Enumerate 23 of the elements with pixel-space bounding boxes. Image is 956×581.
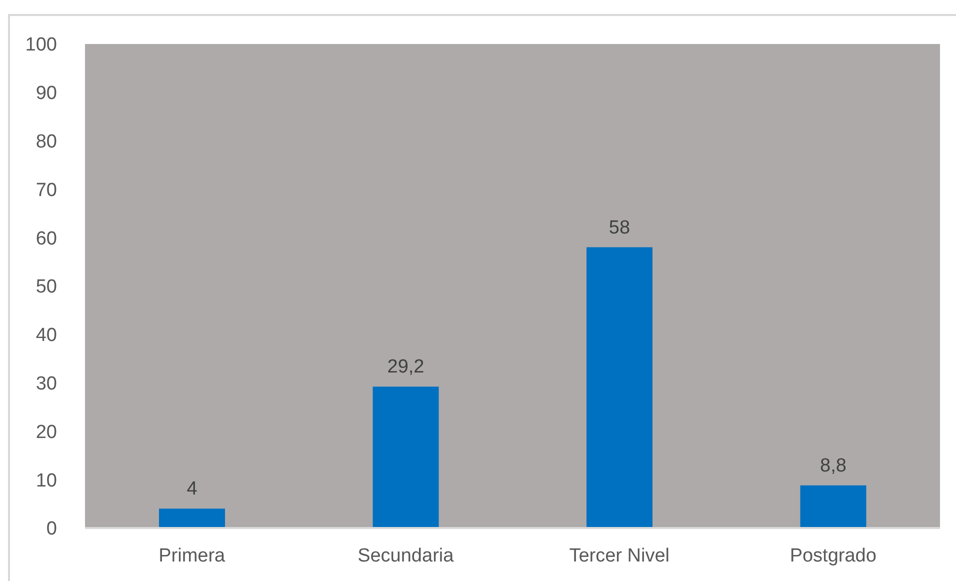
data-label: 29,2 bbox=[387, 356, 424, 378]
bar bbox=[159, 508, 225, 528]
bar bbox=[586, 247, 652, 528]
y-tick-label: 60 bbox=[36, 228, 57, 250]
data-label: 58 bbox=[608, 217, 630, 238]
bar bbox=[372, 386, 439, 528]
y-tick-label: 70 bbox=[36, 180, 57, 201]
data-label: 8,8 bbox=[820, 455, 846, 476]
y-tick-label: 100 bbox=[25, 34, 57, 56]
data-label: 4 bbox=[186, 478, 198, 500]
x-tick-label: Secundaria bbox=[358, 545, 454, 566]
x-tick-label: Postgrado bbox=[790, 545, 876, 566]
y-tick-label: 50 bbox=[36, 276, 57, 298]
y-tick-label: 0 bbox=[46, 518, 57, 540]
y-tick-label: 10 bbox=[36, 470, 57, 492]
bar bbox=[800, 485, 866, 528]
x-tick-label: Tercer Nivel bbox=[569, 545, 670, 566]
y-tick-label: 90 bbox=[36, 83, 57, 104]
y-tick-label: 30 bbox=[36, 374, 57, 395]
y-tick-label: 80 bbox=[36, 132, 57, 153]
x-tick-label: Primera bbox=[158, 545, 226, 566]
y-tick-label: 40 bbox=[36, 325, 57, 346]
y-tick-label: 20 bbox=[36, 422, 57, 443]
